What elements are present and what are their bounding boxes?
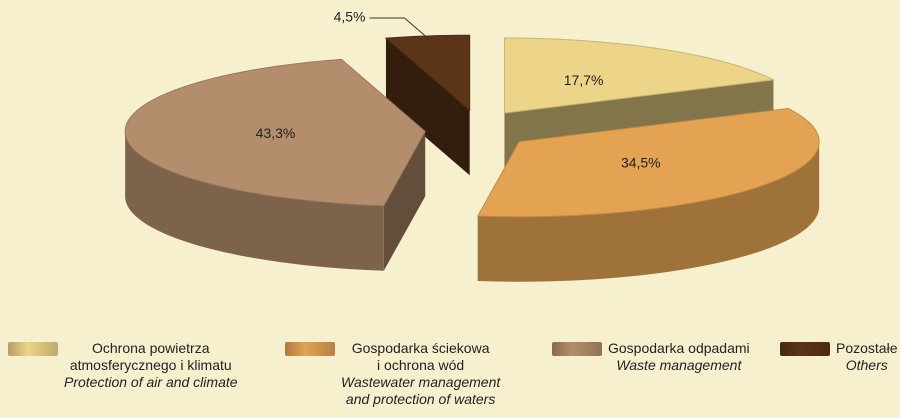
slice-group: [384, 34, 471, 176]
value-label: 34,5%: [621, 154, 661, 170]
legend-item: Pozostałe Others: [780, 340, 897, 374]
slice-side: [477, 141, 820, 282]
legend-label: Gospodarka odpadami: [608, 340, 750, 356]
legend-item: Ochrona powietrza atmosferycznego i klima…: [8, 340, 238, 391]
legend-label-en: Protection of air and climate: [64, 374, 238, 390]
legend-swatch: [552, 342, 602, 356]
legend-text: Ochrona powietrza atmosferycznego i klima…: [64, 340, 238, 391]
legend-item: Gospodarka odpadami Waste management: [552, 340, 750, 374]
legend-label-en: and protection of waters: [345, 391, 496, 407]
legend-label: Pozostałe: [836, 340, 898, 356]
slice: [384, 34, 471, 112]
legend-swatch: [8, 342, 58, 356]
slice-group: [124, 58, 426, 271]
legend-text: Gospodarka ściekowa i ochrona wód Wastewat…: [341, 340, 500, 408]
legend-swatch: [780, 342, 830, 356]
value-label: 17,7%: [564, 72, 604, 88]
legend-text: Gospodarka odpadami Waste management: [608, 340, 750, 374]
value-label: 4,5%: [334, 9, 366, 25]
slice-wall: [385, 38, 470, 176]
chart: 17,7% 34,5% 43,3% 4,5%: [124, 9, 820, 282]
legend-label: atmosferycznego i klimatu: [69, 357, 232, 373]
leader-line: [369, 17, 430, 41]
legend-label-en: Others: [845, 357, 888, 373]
legend-label-en: Wastewater management: [341, 374, 501, 390]
value-label: 43,3%: [256, 125, 296, 141]
slice-side: [125, 131, 384, 271]
slice: [124, 58, 426, 207]
slice: [476, 107, 820, 218]
legend-swatch: [285, 342, 335, 356]
legend-item: Gospodarka ściekowa i ochrona wód Wastewat…: [285, 340, 500, 408]
legend-label: i ochrona wód: [377, 357, 465, 373]
slice-group: [476, 107, 820, 282]
legend-label: Gospodarka ściekowa: [351, 340, 490, 356]
legend-label-en: Waste management: [616, 357, 742, 373]
legend-text: Pozostałe Others: [836, 340, 897, 374]
legend-label: Ochrona powietrza: [92, 340, 210, 356]
slice: [503, 37, 776, 114]
